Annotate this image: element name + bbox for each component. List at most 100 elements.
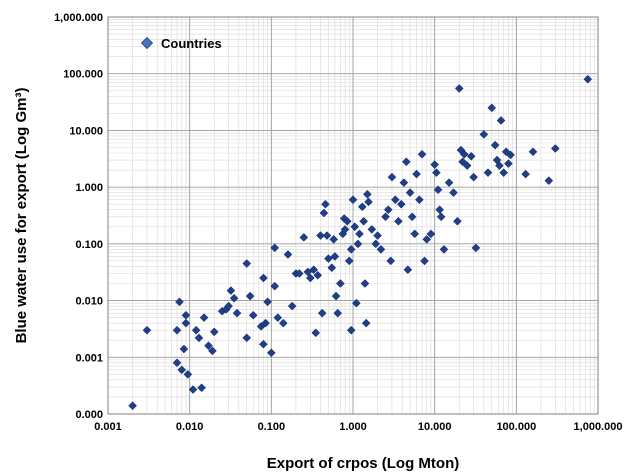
data-point [232,308,242,318]
data-point [188,385,198,394]
x-tick-label: 0.001 [94,421,122,433]
data-point [283,250,293,259]
data-point [466,151,476,161]
data-point [309,265,319,275]
data-point [444,178,454,188]
data-point [499,168,509,178]
data-point [317,308,327,318]
data-point [330,252,340,261]
data-point [422,235,432,244]
data-point [278,318,288,328]
data-point [483,168,493,178]
data-point [181,310,191,320]
y-tick-label: 1.000 [75,182,103,194]
data-point [436,212,446,222]
data-point [248,310,258,320]
data-point [386,256,396,266]
data-point [181,318,191,328]
data-point [433,185,443,195]
data-point [191,325,201,335]
data-point [179,344,189,354]
legend-label-countries: Countries [161,36,222,51]
data-point [128,401,137,411]
data-point [245,291,255,301]
data-point [405,188,415,197]
data-point [394,216,403,226]
data-point [172,325,182,335]
data-points [128,74,593,411]
data-point [229,293,239,303]
data-point [340,225,350,234]
data-point [261,318,270,328]
data-point [175,297,184,307]
data-point [376,244,386,254]
data-point [449,188,458,197]
data-point [287,301,297,311]
data-point [360,279,370,288]
data-point [407,212,417,222]
data-point [367,225,377,234]
data-point [319,208,329,218]
data-point [172,358,182,368]
data-point [430,160,440,169]
data-point [401,157,411,167]
data-point [208,346,217,356]
data-point [329,235,339,244]
x-tick-label: 1.000 [339,421,367,433]
data-point [410,229,420,239]
y-axis-title: Blue water use for export (Log Gm³) [13,88,30,344]
data-point [263,297,272,307]
data-point [342,216,352,226]
data-point [550,144,560,153]
data-point [259,273,268,283]
data-point [361,318,371,328]
data-point [142,325,152,335]
data-point [435,205,444,215]
data-point [415,195,424,205]
data-point [305,273,315,283]
data-point [528,147,538,157]
data-point [183,370,193,379]
data-point [390,195,400,205]
data-point [346,325,356,335]
y-tick-label: 0.000 [75,409,103,421]
data-point [506,150,515,160]
data-point [469,172,478,182]
data-point [355,229,364,239]
data-point [270,281,280,291]
data-point [432,168,441,178]
data-point [583,74,593,84]
y-tick-label: 10.000 [69,125,103,137]
y-axis-ticks: 0.000 0.001 0.010 0.100 1.000 10.000 100.000 1,… [54,12,103,421]
data-point [459,149,469,159]
data-point [496,116,506,125]
data-point [194,333,204,343]
y-tick-label: 1,000.000 [54,12,103,24]
data-point [199,313,209,322]
data-point [501,147,511,157]
data-point [383,205,393,215]
data-point [316,231,325,240]
x-tick-label: 100.000 [496,421,536,433]
data-point [344,256,354,266]
y-tick-label: 0.010 [75,296,103,308]
data-point [209,327,219,337]
data-point [259,339,268,349]
data-point [387,172,397,182]
plot-area-frame [107,16,599,415]
data-point [371,239,381,249]
data-point [353,239,363,249]
data-point [335,279,345,288]
data-point [348,195,358,205]
x-tick-label: 1,000.000 [574,421,623,433]
data-point [346,244,356,254]
data-point [350,222,360,232]
data-point [322,231,332,240]
data-point [177,365,187,375]
legend: Countries [140,36,222,51]
data-point [504,159,513,168]
data-point [331,291,341,301]
data-point [273,313,283,322]
data-point [458,157,467,167]
